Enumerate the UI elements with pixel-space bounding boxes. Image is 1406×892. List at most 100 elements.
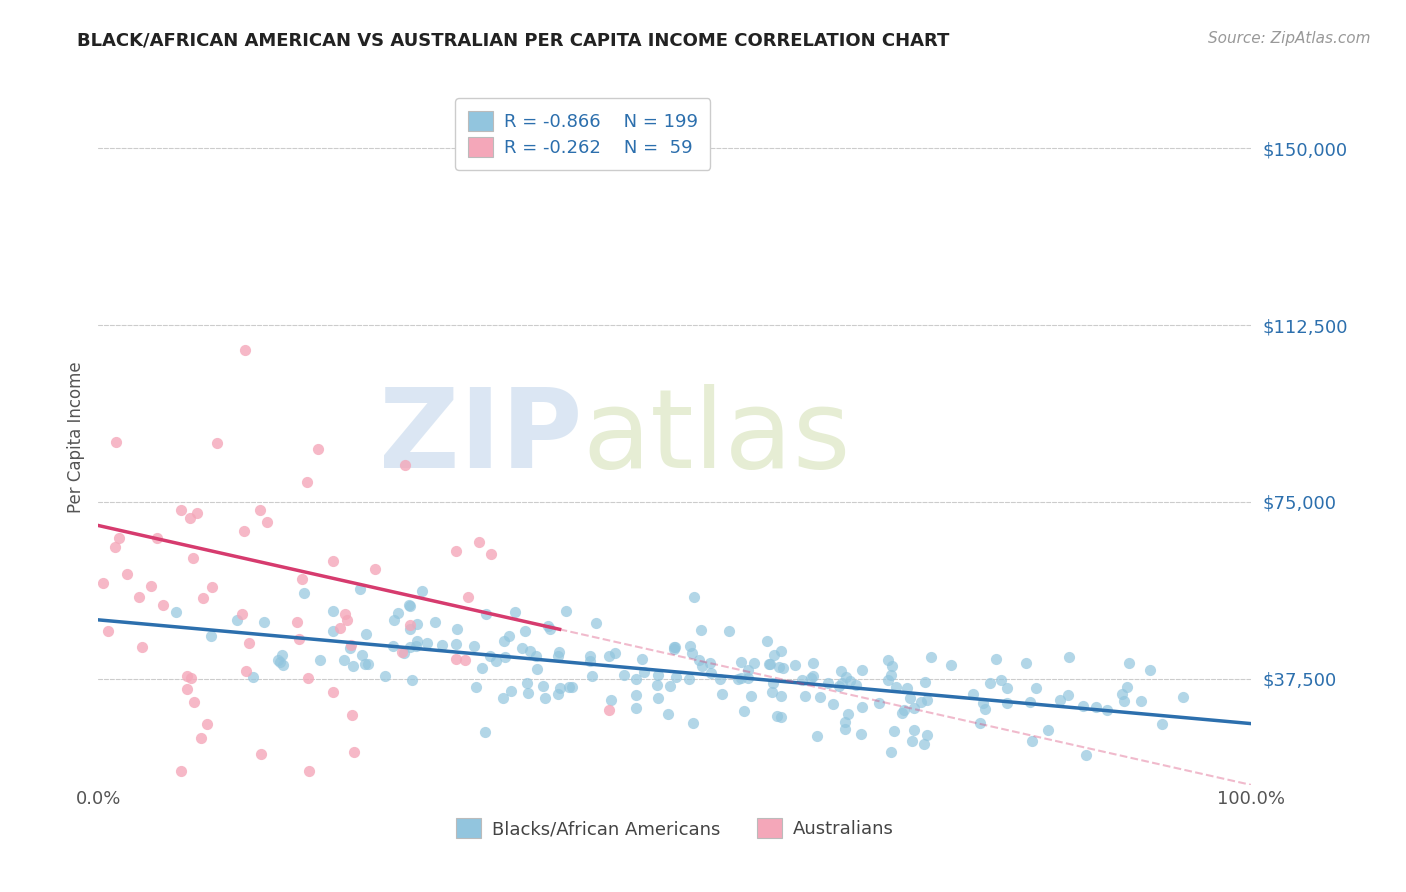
Point bbox=[474, 607, 496, 621]
Point bbox=[406, 616, 429, 631]
Point bbox=[399, 618, 422, 632]
Point bbox=[537, 619, 560, 633]
Point bbox=[647, 690, 669, 705]
Point bbox=[1057, 649, 1080, 664]
Point bbox=[291, 572, 314, 586]
Point bbox=[103, 540, 125, 554]
Point bbox=[444, 652, 467, 666]
Point bbox=[1015, 657, 1038, 671]
Point bbox=[679, 639, 702, 653]
Point bbox=[179, 511, 201, 525]
Point bbox=[186, 506, 208, 520]
Point bbox=[322, 685, 344, 699]
Point bbox=[401, 673, 423, 688]
Point bbox=[624, 672, 647, 686]
Point bbox=[288, 632, 311, 646]
Point bbox=[581, 668, 603, 682]
Point bbox=[1173, 690, 1195, 705]
Point bbox=[910, 695, 932, 709]
Point bbox=[699, 657, 721, 671]
Point bbox=[1095, 703, 1118, 717]
Point bbox=[131, 640, 153, 655]
Point bbox=[519, 644, 541, 658]
Point bbox=[851, 727, 873, 741]
Point bbox=[631, 652, 654, 666]
Point bbox=[664, 640, 686, 655]
Point bbox=[190, 731, 212, 745]
Point bbox=[914, 674, 936, 689]
Point bbox=[446, 543, 468, 558]
Point bbox=[769, 644, 792, 658]
Point bbox=[1111, 687, 1133, 701]
Point bbox=[884, 680, 907, 694]
Point bbox=[364, 562, 387, 576]
Point bbox=[1021, 734, 1043, 748]
Point bbox=[548, 645, 571, 659]
Point bbox=[709, 673, 731, 687]
Point bbox=[249, 747, 271, 761]
Point bbox=[633, 665, 655, 680]
Point bbox=[1139, 663, 1161, 677]
Point bbox=[97, 624, 120, 639]
Point bbox=[340, 707, 363, 722]
Point bbox=[453, 653, 475, 667]
Point bbox=[485, 654, 508, 668]
Point bbox=[605, 646, 627, 660]
Point bbox=[191, 591, 214, 605]
Point bbox=[165, 605, 187, 619]
Point bbox=[479, 648, 502, 663]
Point bbox=[657, 706, 679, 721]
Point bbox=[817, 676, 839, 690]
Point bbox=[416, 636, 439, 650]
Point bbox=[730, 671, 752, 685]
Point bbox=[271, 658, 294, 673]
Point bbox=[510, 640, 533, 655]
Point bbox=[1036, 723, 1059, 737]
Point bbox=[494, 649, 516, 664]
Point bbox=[662, 641, 685, 656]
Point bbox=[664, 640, 686, 655]
Point bbox=[896, 681, 918, 695]
Point bbox=[399, 599, 422, 613]
Point bbox=[91, 576, 114, 591]
Point bbox=[939, 657, 962, 672]
Point bbox=[205, 435, 228, 450]
Point bbox=[242, 669, 264, 683]
Point bbox=[761, 685, 783, 699]
Point bbox=[406, 634, 429, 648]
Point bbox=[516, 686, 538, 700]
Point bbox=[831, 676, 853, 690]
Point bbox=[292, 585, 315, 599]
Point bbox=[308, 653, 330, 667]
Point bbox=[898, 690, 921, 705]
Point bbox=[548, 681, 571, 696]
Point bbox=[152, 599, 174, 613]
Point bbox=[183, 694, 205, 708]
Point bbox=[238, 636, 260, 650]
Point bbox=[839, 674, 862, 689]
Point bbox=[783, 657, 806, 672]
Point bbox=[688, 653, 710, 667]
Point bbox=[474, 725, 496, 739]
Point bbox=[357, 657, 380, 672]
Point bbox=[200, 629, 222, 643]
Point bbox=[297, 475, 319, 489]
Point bbox=[759, 657, 782, 672]
Point bbox=[181, 550, 204, 565]
Point bbox=[322, 624, 344, 639]
Point bbox=[253, 615, 276, 629]
Point bbox=[444, 637, 467, 651]
Point bbox=[343, 745, 366, 759]
Point bbox=[411, 583, 433, 598]
Point bbox=[249, 503, 271, 517]
Point bbox=[912, 738, 935, 752]
Point bbox=[354, 627, 377, 641]
Point bbox=[990, 673, 1012, 688]
Point bbox=[322, 554, 344, 568]
Point bbox=[877, 673, 900, 688]
Point bbox=[526, 662, 548, 676]
Point bbox=[269, 655, 291, 669]
Point bbox=[516, 676, 538, 690]
Point bbox=[108, 531, 131, 545]
Point bbox=[547, 649, 569, 664]
